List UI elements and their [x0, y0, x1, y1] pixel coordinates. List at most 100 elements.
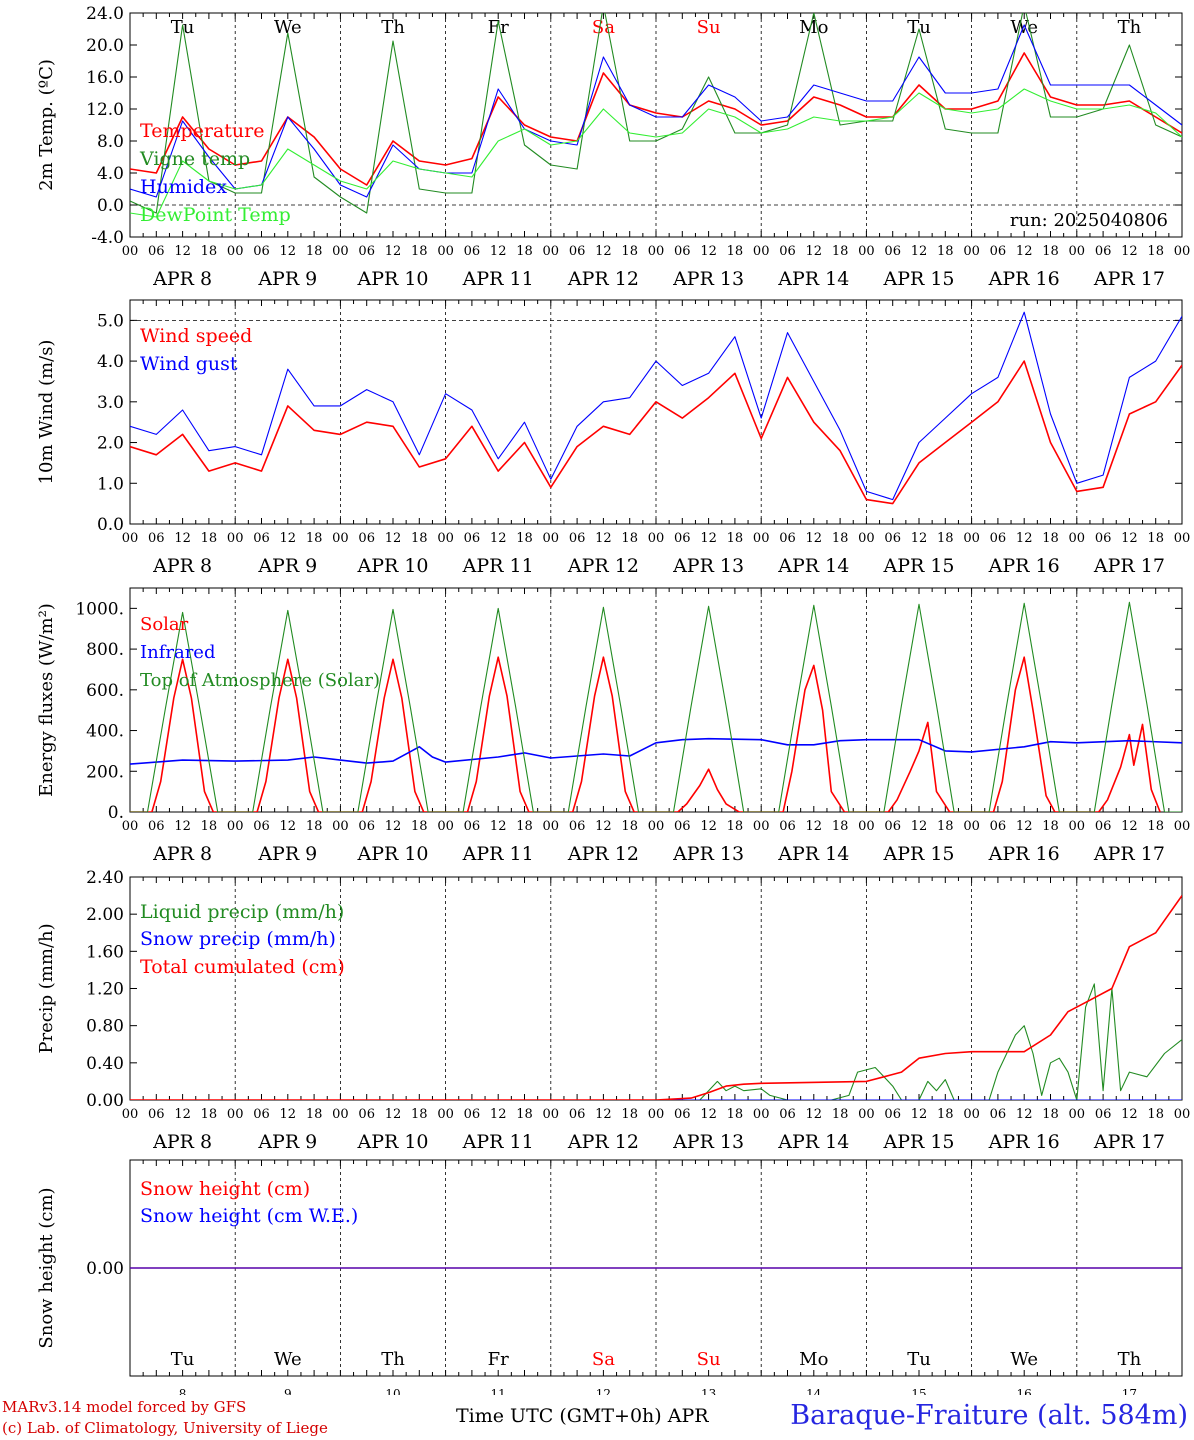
x-hour-label: 06	[253, 1107, 270, 1122]
x-date-label: APR 15	[882, 268, 954, 290]
series-line-1	[130, 360, 1182, 505]
x-hour-label: 00	[1174, 244, 1191, 259]
weekday-label: Su	[697, 17, 721, 38]
x-hour-label: 18	[306, 1107, 323, 1122]
y-tick-label: 3.0	[97, 393, 124, 413]
x-hour-label: 00	[122, 1107, 139, 1122]
weekday-label: Tu	[907, 17, 931, 38]
x-hour-label: 18	[621, 1107, 638, 1122]
y-tick-label: 0.80	[86, 1017, 124, 1037]
x-hour-label: 12	[490, 819, 507, 834]
panel-4: 0.00 0.40 0.80 1.20 1.60 2.00 2.40 Precip (mm/h…	[36, 868, 1190, 1153]
x-hour-label: 12	[385, 531, 402, 546]
weekday-label: We	[1010, 1349, 1038, 1370]
x-hour-label: 06	[1095, 819, 1112, 834]
x-hour-label: 12	[280, 1107, 297, 1122]
x-hour-label: 18	[516, 1107, 533, 1122]
x-hour-label: 00	[227, 819, 244, 834]
meteogram-chart: -4.0 0.0 4.0 8.0 12.0 16.0 20.0 24.0 2m Temp. (º…	[36, 4, 1190, 1401]
lab-credit: (c) Lab. of Climatology, University of L…	[2, 1419, 328, 1437]
x-hour-label: 18	[516, 531, 533, 546]
y-tick-label: 4.0	[97, 352, 124, 372]
x-date-label: APR 12	[567, 1131, 639, 1153]
y-tick-label: 12.0	[86, 100, 124, 120]
y-tick-label: 400.	[86, 722, 124, 742]
x-hour-label: 06	[779, 1107, 796, 1122]
x-hour-label: 12	[911, 531, 928, 546]
plot-frame	[129, 587, 1183, 813]
x-hour-label: 18	[937, 819, 954, 834]
y-tick-label: 24.0	[86, 4, 124, 24]
x-hour-label: 18	[1042, 244, 1059, 259]
x-date-label: APR 10	[356, 843, 428, 865]
x-hour-label: 12	[911, 1107, 928, 1122]
weekday-label: Th	[1118, 17, 1142, 38]
legend-entry: Liquid precip (mm/h)	[140, 901, 344, 923]
x-hour-label: 06	[674, 819, 691, 834]
x-hour-label: 12	[280, 819, 297, 834]
x-hour-label: 12	[806, 1107, 823, 1122]
x-hour-label: 06	[1095, 1107, 1112, 1122]
x-hour-label: 12	[1016, 244, 1033, 259]
weekday-label: Th	[1118, 1349, 1142, 1370]
x-hour-label: 00	[858, 244, 875, 259]
x-hour-label: 18	[1147, 819, 1164, 834]
x-hour-label: 00	[332, 819, 349, 834]
panel-2: 0.0 1.0 2.0 3.0 4.0 5.0 10m Wind (m/s) 00 06 12 18…	[36, 299, 1190, 577]
legend-entry: Wind speed	[140, 325, 252, 347]
x-hour-label: 12	[1016, 1107, 1033, 1122]
run-label: run: 2025040806	[1010, 210, 1168, 231]
x-hour-label: 06	[569, 819, 586, 834]
y-tick-label: 0.	[108, 803, 124, 823]
x-date-label: APR 13	[672, 555, 744, 577]
x-hour-label: 18	[516, 244, 533, 259]
x-hour-label: 18	[411, 819, 428, 834]
x-hour-label: 00	[753, 244, 770, 259]
x-hour-label: 06	[990, 244, 1007, 259]
x-hour-label: 18	[832, 1107, 849, 1122]
x-date-label: APR 16	[988, 555, 1060, 577]
x-hour-label: 12	[595, 819, 612, 834]
panel-1: -4.0 0.0 4.0 8.0 12.0 16.0 20.0 24.0 2m Temp. (º…	[36, 4, 1190, 290]
legend-entry: Top of Atmosphere (Solar)	[140, 670, 380, 691]
series-line-3	[130, 895, 1182, 1100]
x-date-label: APR 15	[882, 555, 954, 577]
series-line-2	[130, 311, 1182, 501]
x-hour-label: 00	[1069, 531, 1086, 546]
series-line-1	[130, 983, 1182, 1100]
day-number-label: 11	[491, 1387, 506, 1395]
x-date-label: APR 17	[1093, 843, 1165, 865]
x-date-label: APR 14	[777, 268, 849, 290]
x-hour-label: 12	[1121, 531, 1138, 546]
x-hour-label: 00	[963, 531, 980, 546]
y-tick-label: 2.00	[86, 905, 124, 925]
series-line-4	[130, 88, 1182, 218]
day-number-label: 10	[385, 1387, 400, 1395]
x-hour-label: 18	[621, 531, 638, 546]
x-hour-label: 00	[963, 1107, 980, 1122]
legend-entry: Snow precip (mm/h)	[140, 928, 336, 950]
x-hour-label: 18	[1147, 531, 1164, 546]
x-hour-label: 06	[1095, 244, 1112, 259]
x-date-label: APR 8	[152, 843, 212, 865]
plot-frame	[129, 299, 1183, 525]
x-hour-label: 18	[832, 819, 849, 834]
x-date-label: APR 9	[257, 1131, 317, 1153]
x-hour-label: 06	[569, 1107, 586, 1122]
y-tick-label: 0.00	[86, 1091, 124, 1111]
x-hour-label: 06	[358, 819, 375, 834]
x-date-label: APR 15	[882, 843, 954, 865]
x-hour-label: 00	[1069, 244, 1086, 259]
x-date-label: APR 13	[672, 268, 744, 290]
x-date-label: APR 17	[1093, 555, 1165, 577]
x-hour-label: 06	[779, 531, 796, 546]
x-hour-label: 06	[1095, 531, 1112, 546]
x-hour-label: 06	[674, 531, 691, 546]
legend-entry: Vigne temp	[139, 148, 250, 170]
x-hour-label: 00	[753, 819, 770, 834]
weekday-label: Sa	[592, 1349, 615, 1370]
x-hour-label: 18	[306, 531, 323, 546]
x-date-label: APR 14	[777, 555, 849, 577]
y-tick-label: 5.0	[97, 311, 124, 331]
x-hour-label: 00	[543, 531, 560, 546]
